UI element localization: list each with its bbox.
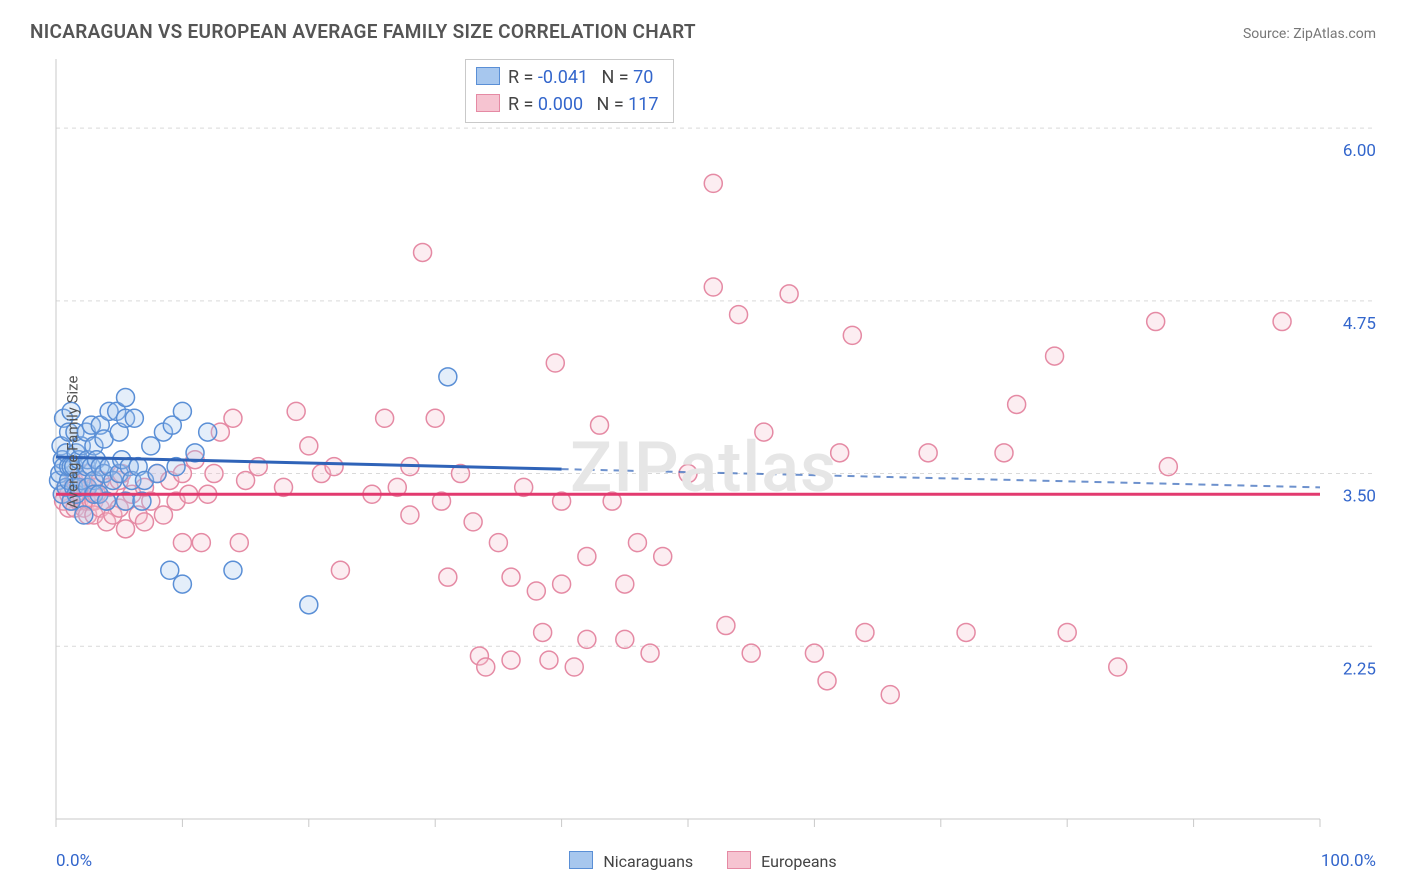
series-legend: Nicaraguans Europeans	[569, 851, 836, 871]
y-axis-label: Average Family Size	[63, 376, 81, 509]
svg-text:6.00: 6.00	[1343, 141, 1376, 161]
svg-text:2.25: 2.25	[1343, 659, 1376, 679]
svg-text:4.75: 4.75	[1343, 314, 1376, 334]
x-axis-min-label: 0.0%	[56, 851, 92, 871]
correlation-legend-row: R = 0.000 N = 117	[476, 91, 659, 118]
series-legend-item: Nicaraguans	[569, 851, 693, 871]
series-legend-item: Europeans	[727, 851, 836, 871]
scatter-chart: 2.25 3.50 4.75 6.00	[0, 47, 1406, 837]
chart-title: NICARAGUAN VS EUROPEAN AVERAGE FAMILY SI…	[30, 20, 696, 43]
correlation-legend: R = -0.041 N = 70R = 0.000 N = 117	[465, 59, 674, 123]
correlation-legend-row: R = -0.041 N = 70	[476, 64, 659, 91]
x-axis-max-label: 100.0%	[1321, 851, 1376, 871]
svg-text:3.50: 3.50	[1343, 487, 1376, 507]
x-axis-footer: 0.0% Nicaraguans Europeans 100.0%	[0, 843, 1406, 879]
source-attribution: Source: ZipAtlas.com	[1243, 26, 1376, 42]
chart-area: Average Family Size ZIPatlas 2.253.504.7…	[0, 47, 1406, 837]
